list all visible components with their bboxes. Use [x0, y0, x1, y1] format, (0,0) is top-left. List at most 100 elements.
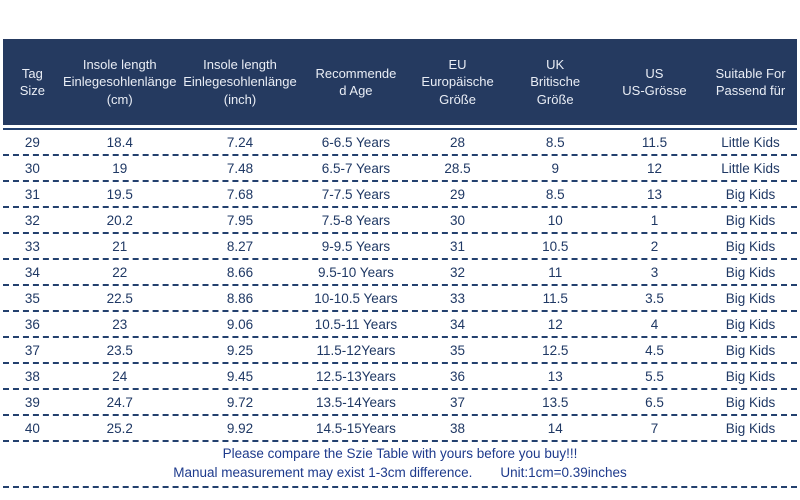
table-cell-suitable: Big Kids: [725, 316, 776, 332]
table-row: 33 21 8.27 9-9.5 Years 31 10.5 2 Big Kids: [3, 234, 797, 260]
table-cell-tag_size: 38: [24, 368, 40, 384]
table-row: 31 19.5 7.68 7-7.5 Years 29 8.5 13 Big Kids: [3, 182, 797, 208]
table-cell-uk: 10: [547, 212, 563, 228]
table-cell-insole_cm: 22.5: [106, 290, 133, 306]
table-cell-uk: 9: [551, 160, 559, 176]
header-cell-insole_cm: Insole length Einlegesohlenlänge (cm): [62, 57, 177, 107]
table-cell-insole_inch: 8.66: [226, 264, 254, 280]
table-cell-tag_size: 40: [24, 420, 40, 436]
table-cell-uk: 13.5: [542, 394, 569, 410]
table-cell-insole_cm: 21: [112, 238, 128, 254]
table-cell-insole_inch: 7.48: [226, 160, 254, 176]
table-cell-us: 12: [646, 160, 662, 176]
table-row: 35 22.5 8.86 10-10.5 Years 33 11.5 3.5 Big Kids: [3, 286, 797, 312]
table-cell-suitable: Little Kids: [721, 134, 780, 150]
table-cell-eu: 30: [450, 212, 466, 228]
table-cell-insole_cm: 23.5: [106, 342, 133, 358]
table-cell-insole_inch: 9.45: [226, 368, 254, 384]
table-row: 32 20.2 7.95 7.5-8 Years 30 10 1 Big Kids: [3, 208, 797, 234]
table-cell-us: 5.5: [645, 368, 664, 384]
table-cell-tag_size: 33: [24, 238, 40, 254]
table-cell-tag_size: 30: [24, 160, 40, 176]
table-cell-suitable: Big Kids: [725, 186, 776, 202]
table-cell-age: 11.5-12Years: [316, 342, 396, 358]
table-cell-eu: 31: [450, 238, 466, 254]
table-cell-tag_size: 36: [24, 316, 40, 332]
table-row: 38 24 9.45 12.5-13Years 36 13 5.5 Big Kids: [3, 364, 797, 390]
table-cell-insole_cm: 24: [112, 368, 128, 384]
table-cell-uk: 12.5: [542, 342, 569, 358]
table-cell-insole_inch: 7.95: [226, 212, 254, 228]
table-cell-tag_size: 34: [24, 264, 40, 280]
table-cell-insole_cm: 18.4: [106, 134, 133, 150]
table-cell-insole_cm: 19.5: [106, 186, 133, 202]
note-measurement-text: Manual measurement may exist 1-3cm diffe…: [173, 465, 473, 480]
table-cell-insole_cm: 20.2: [106, 212, 133, 228]
table-cell-uk: 11: [548, 264, 563, 280]
note-unit-text: Unit:1cm=0.39inches: [500, 465, 627, 480]
table-row: 37 23.5 9.25 11.5-12Years 35 12.5 4.5 Big Kids: [3, 338, 797, 364]
header-cell-uk: UK Britische Größe: [530, 57, 581, 107]
table-row: 36 23 9.06 10.5-11 Years 34 12 4 Big Kids: [3, 312, 797, 338]
table-cell-suitable: Big Kids: [725, 420, 776, 436]
table-cell-eu: 32: [450, 264, 466, 280]
table-row: 40 25.2 9.92 14.5-15Years 38 14 7 Big Kids: [3, 416, 797, 442]
table-row: 30 19 7.48 6.5-7 Years 28.5 9 12 Little Kids: [3, 156, 797, 182]
table-row: 29 18.4 7.24 6-6.5 Years 28 8.5 11.5 Little Kid…: [3, 130, 797, 156]
table-cell-insole_inch: 9.25: [226, 342, 254, 358]
table-cell-us: 13: [646, 186, 662, 202]
table-cell-eu: 29: [450, 186, 466, 202]
table-cell-age: 7-7.5 Years: [321, 186, 391, 202]
table-cell-tag_size: 37: [24, 342, 40, 358]
header-cell-suitable: Suitable For Passend für: [715, 65, 786, 98]
table-cell-tag_size: 29: [24, 134, 40, 150]
table-cell-us: 4: [650, 316, 659, 332]
table-cell-age: 9-9.5 Years: [321, 238, 391, 254]
table-cell-us: 7: [650, 420, 659, 436]
table-cell-eu: 38: [450, 420, 466, 436]
table-row: 39 24.7 9.72 13.5-14Years 37 13.5 6.5 Big Kids: [3, 390, 797, 416]
table-cell-us: 2: [650, 238, 659, 254]
table-cell-insole_inch: 8.86: [226, 290, 254, 306]
table-cell-tag_size: 31: [24, 186, 40, 202]
table-cell-suitable: Big Kids: [725, 368, 776, 384]
header-cell-us: US US-Grösse: [622, 65, 687, 98]
table-cell-us: 6.5: [645, 394, 664, 410]
note-line-1: Please compare the Szie Table with yours…: [222, 446, 578, 461]
table-cell-eu: 37: [450, 394, 466, 410]
table-cell-age: 6.5-7 Years: [321, 160, 391, 176]
table-cell-insole_cm: 23: [112, 316, 128, 332]
table-cell-tag_size: 39: [24, 394, 40, 410]
table-cell-age: 10.5-11 Years: [314, 316, 398, 332]
table-cell-suitable: Big Kids: [725, 238, 776, 254]
table-cell-us: 4.5: [645, 342, 664, 358]
table-cell-eu: 28: [450, 134, 466, 150]
size-notes: Please compare the Szie Table with yours…: [3, 442, 797, 488]
table-cell-tag_size: 35: [24, 290, 40, 306]
table-cell-insole_inch: 7.24: [226, 134, 254, 150]
table-cell-suitable: Big Kids: [725, 394, 776, 410]
table-cell-suitable: Big Kids: [725, 264, 776, 280]
table-cell-uk: 8.5: [545, 186, 565, 202]
table-body: 29 18.4 7.24 6-6.5 Years 28 8.5 11.5 Little Kid…: [3, 128, 797, 442]
table-cell-us: 11.5: [641, 134, 668, 150]
table-cell-insole_inch: 8.27: [226, 238, 254, 254]
table-cell-age: 14.5-15Years: [316, 420, 396, 436]
table-cell-age: 7.5-8 Years: [321, 212, 391, 228]
table-cell-age: 12.5-13Years: [316, 368, 396, 384]
table-cell-us: 3.5: [645, 290, 664, 306]
table-cell-uk: 12: [547, 316, 563, 332]
table-header-row: Tag Size Insole length Einlegesohlenlänge…: [3, 39, 797, 125]
table-cell-age: 9.5-10 Years: [318, 264, 394, 280]
table-cell-tag_size: 32: [24, 212, 40, 228]
table-cell-uk: 8.5: [545, 134, 565, 150]
table-cell-uk: 13: [547, 368, 563, 384]
table-cell-insole_inch: 9.06: [226, 316, 254, 332]
table-cell-age: 10-10.5 Years: [314, 290, 398, 306]
table-cell-uk: 11.5: [542, 290, 568, 306]
table-cell-us: 3: [650, 264, 659, 280]
header-cell-age: Recommende d Age: [315, 65, 397, 98]
table-cell-age: 13.5-14Years: [316, 394, 396, 410]
table-cell-suitable: Big Kids: [725, 290, 776, 306]
